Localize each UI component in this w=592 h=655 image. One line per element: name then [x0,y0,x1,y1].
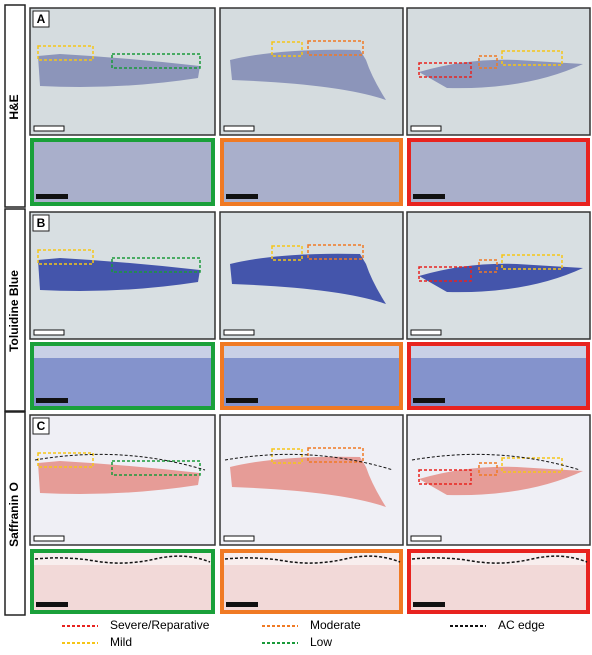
zoom-top [411,346,586,358]
scale-bar [226,602,258,607]
scale-bar [411,330,441,335]
scale-bar [411,126,441,131]
legend-label: Moderate [310,618,361,632]
row-label: H&E [7,94,21,119]
scale-bar [36,194,68,199]
scale-bar [36,602,68,607]
zoom-top [224,142,399,154]
scale-bar [34,536,64,541]
zoom-top [411,142,586,154]
row-label: Toluidine Blue [7,270,21,352]
legend-label: Mild [110,635,132,649]
scale-bar [413,194,445,199]
scale-bar [34,126,64,131]
scale-bar [224,536,254,541]
panel-letter: C [37,419,46,433]
scale-bar [34,330,64,335]
scale-bar [411,536,441,541]
figure: H&E A Toluidine Blue B Saffranin O C Severe/Re… [0,0,592,650]
scale-bar [413,398,445,403]
legend-label: Low [310,635,332,649]
zoom-top [34,346,211,358]
panel-letter: A [37,12,46,26]
zoom-top [224,346,399,358]
panel-letter: B [37,216,46,230]
scale-bar [226,194,258,199]
row-label: Saffranin O [7,482,21,547]
scale-bar [224,126,254,131]
zoom-top [34,142,211,154]
scale-bar [224,330,254,335]
scale-bar [226,398,258,403]
legend-label: AC edge [498,618,545,632]
legend-label: Severe/Reparative [110,618,210,632]
scale-bar [413,602,445,607]
scale-bar [36,398,68,403]
